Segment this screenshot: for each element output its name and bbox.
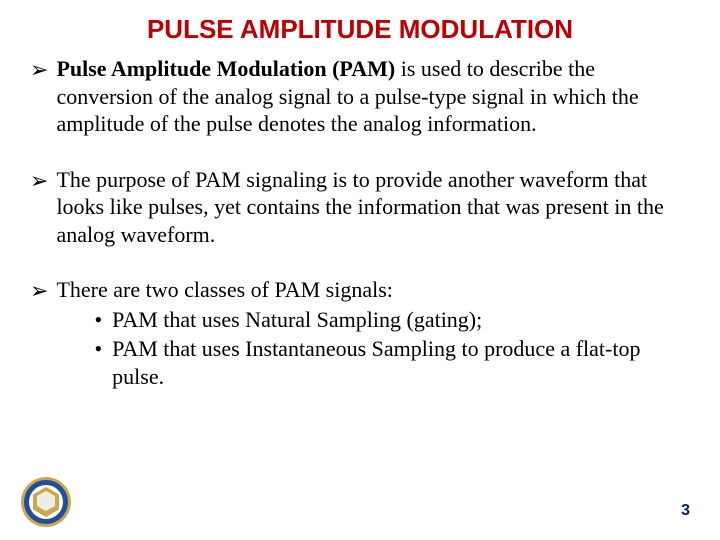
bullet-text: There are two classes of PAM signals: [56, 277, 392, 302]
bullet-text: Pulse Amplitude Modulation (PAM) is used… [56, 55, 690, 138]
sub-item: • PAM that uses Instantaneous Sampling t… [94, 335, 690, 390]
bullet-item: ➢ There are two classes of PAM signals: … [30, 276, 690, 392]
sub-marker-icon: • [94, 306, 102, 334]
bullet-text: The purpose of PAM signaling is to provi… [56, 166, 690, 249]
logo-icon [20, 476, 72, 528]
page-title: PULSE AMPLITUDE MODULATION [0, 0, 720, 55]
bullet-block: There are two classes of PAM signals: • … [56, 276, 690, 392]
page-number: 3 [681, 502, 690, 520]
sub-text: PAM that uses Natural Sampling (gating); [112, 306, 482, 334]
bullet-marker-icon: ➢ [30, 276, 48, 392]
bullet-item: ➢ The purpose of PAM signaling is to pro… [30, 166, 690, 249]
bullet-marker-icon: ➢ [30, 166, 48, 249]
content-area: ➢ Pulse Amplitude Modulation (PAM) is us… [0, 55, 720, 392]
sub-list: • PAM that uses Natural Sampling (gating… [56, 306, 690, 391]
title-text: PULSE AMPLITUDE MODULATION [147, 14, 573, 44]
bullet-item: ➢ Pulse Amplitude Modulation (PAM) is us… [30, 55, 690, 138]
sub-marker-icon: • [94, 335, 102, 390]
bold-prefix: Pulse Amplitude Modulation (PAM) [56, 56, 395, 81]
bullet-marker-icon: ➢ [30, 55, 48, 138]
sub-text: PAM that uses Instantaneous Sampling to … [112, 335, 690, 390]
sub-item: • PAM that uses Natural Sampling (gating… [94, 306, 690, 334]
